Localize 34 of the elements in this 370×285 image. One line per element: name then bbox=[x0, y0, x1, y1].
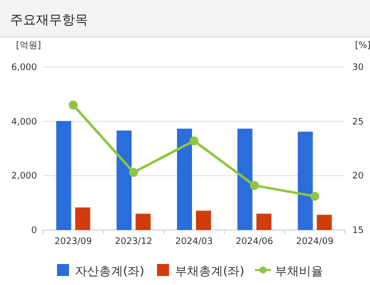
y2-tick-label: 25 bbox=[352, 117, 364, 128]
bar bbox=[177, 128, 192, 230]
point bbox=[250, 180, 259, 190]
y2-tick-label: 30 bbox=[352, 63, 364, 73]
legend-label: 부채비율 bbox=[275, 264, 323, 278]
point bbox=[68, 100, 78, 110]
y2-tick-label: 15 bbox=[352, 226, 364, 236]
point bbox=[310, 192, 320, 201]
chart-title: 주요재무항목 bbox=[10, 13, 88, 28]
x-tick-label: 2023/09 bbox=[54, 237, 92, 247]
bar bbox=[136, 214, 151, 230]
x-tick-label: 2023/12 bbox=[114, 237, 152, 247]
y-axis-title: [억원] bbox=[16, 41, 42, 51]
bar bbox=[56, 121, 72, 230]
point bbox=[190, 136, 198, 146]
legend-label: 자산총계(좌) bbox=[75, 264, 144, 278]
bar bbox=[316, 214, 332, 230]
y-tick-label: 0 bbox=[31, 226, 38, 236]
point bbox=[129, 168, 138, 177]
bar bbox=[75, 207, 90, 230]
y-tick-label: 6,000 bbox=[11, 63, 38, 73]
bar bbox=[298, 132, 313, 230]
bar bbox=[237, 128, 252, 230]
x-tick-label: 2024/03 bbox=[175, 237, 213, 247]
bar bbox=[196, 210, 211, 230]
bar bbox=[116, 130, 132, 230]
legend-label: 부채총계(좌) bbox=[175, 264, 244, 278]
y-tick-label: 2,000 bbox=[11, 172, 38, 182]
x-tick-label: 2024/09 bbox=[296, 237, 334, 247]
y2-tick-label: 20 bbox=[352, 172, 364, 182]
x-tick-label: 2024/06 bbox=[236, 237, 274, 247]
y-tick-label: 4,000 bbox=[11, 117, 38, 128]
bar bbox=[256, 214, 272, 230]
y2-axis-title: [%] bbox=[355, 41, 370, 51]
